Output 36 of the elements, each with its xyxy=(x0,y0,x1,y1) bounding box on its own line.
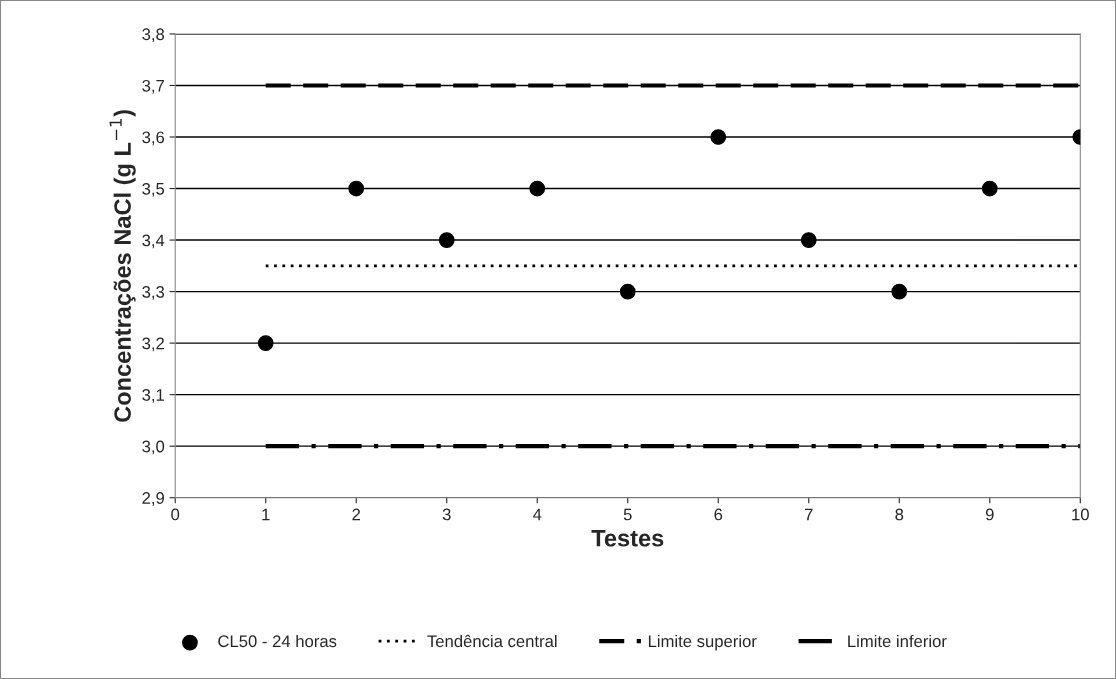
y-tick-label: 3,1 xyxy=(142,389,164,403)
x-tick-label: 10 xyxy=(1072,508,1089,521)
x-tick-label: 1 xyxy=(262,508,270,521)
x-tick-label: 9 xyxy=(985,508,994,521)
y-tick-label: 3,4 xyxy=(142,234,165,249)
x-tick-label: 5 xyxy=(623,508,632,521)
x-tick-label: 2 xyxy=(352,508,361,521)
y-tick-label: 3,0 xyxy=(142,440,165,455)
y-axis-title: Concentrações NaCl (g L$^{−1}$) xyxy=(109,110,136,422)
x-tick-label: 8 xyxy=(895,508,904,521)
x-tick-label: 0 xyxy=(171,508,180,521)
x-axis-title: Testes xyxy=(591,530,664,547)
y-tick-label: 3,6 xyxy=(142,131,165,146)
point xyxy=(619,283,636,300)
x-tick-label: 4 xyxy=(532,508,542,521)
legend-label: Limite superior xyxy=(648,634,757,651)
y-tick-label: 3,3 xyxy=(142,285,165,300)
legend-label: Limite inferior xyxy=(848,634,947,648)
legend-label: Tendência central xyxy=(427,634,557,648)
point xyxy=(438,232,455,248)
y-tick-label: 3,2 xyxy=(142,337,164,352)
x-tick-label: 7 xyxy=(804,508,813,521)
point xyxy=(981,180,998,197)
point xyxy=(891,283,908,300)
x-tick-label: 6 xyxy=(714,508,723,521)
y-tick-label: 3,5 xyxy=(142,182,165,197)
y-tick-label: 3,8 xyxy=(142,28,165,43)
y-tick-label: 2,9 xyxy=(142,492,165,506)
point xyxy=(800,232,817,248)
point xyxy=(529,180,546,197)
legend-label: CL50 - 24 horas xyxy=(218,634,337,648)
y-tick-label: 3,7 xyxy=(142,79,164,94)
x-tick-label: 3 xyxy=(442,508,451,521)
point xyxy=(257,335,274,351)
point xyxy=(710,129,727,145)
point xyxy=(348,180,365,197)
